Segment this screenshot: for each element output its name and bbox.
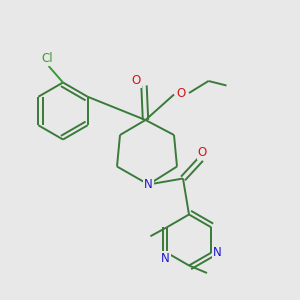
Text: N: N (161, 252, 170, 265)
Text: O: O (198, 146, 207, 160)
Text: Cl: Cl (41, 52, 53, 65)
Text: N: N (144, 178, 153, 191)
Text: O: O (176, 86, 185, 100)
Text: N: N (213, 246, 222, 259)
Text: O: O (132, 74, 141, 88)
